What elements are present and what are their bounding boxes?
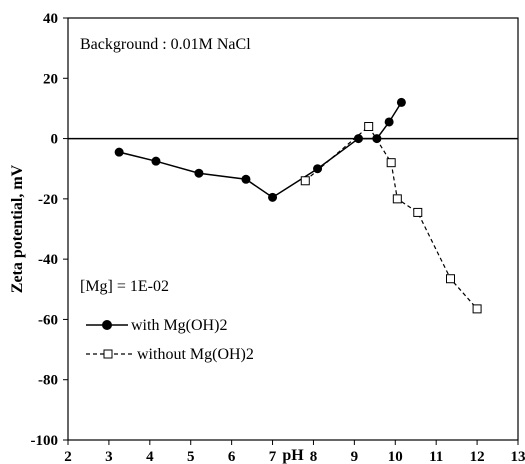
data-point — [268, 192, 278, 202]
y-tick-label: -80 — [38, 373, 58, 389]
series-line-0 — [118, 102, 403, 199]
x-tick-label: 5 — [187, 449, 195, 464]
y-tick-label: -100 — [31, 433, 59, 449]
x-axis-title: pH — [282, 447, 304, 464]
x-tick-label: 2 — [64, 449, 72, 464]
data-point — [194, 168, 204, 178]
legend-label-with: with Mg(OH)2 — [131, 317, 227, 334]
y-axis-title: Zeta potential, mV — [9, 164, 26, 293]
legend-marker-without — [103, 349, 113, 359]
data-point — [472, 304, 482, 314]
x-tick-label: 6 — [228, 449, 236, 464]
plot-frame — [67, 17, 519, 441]
legend: with Mg(OH)2 without Mg(OH)2 — [86, 317, 254, 363]
data-point — [151, 156, 161, 166]
x-tick-label: 8 — [310, 449, 318, 464]
x-tick-label: 9 — [351, 449, 359, 464]
x-tick-label: 11 — [429, 449, 443, 464]
y-tick-label: -60 — [38, 312, 58, 328]
data-point — [114, 147, 124, 157]
data-point — [396, 97, 406, 107]
data-point — [446, 274, 455, 284]
data-point — [413, 207, 423, 217]
x-tick-label: 13 — [511, 449, 525, 464]
x-tick-label: 12 — [470, 449, 485, 464]
y-tick-label: -40 — [38, 252, 58, 268]
y-tick-label: 0 — [51, 132, 59, 148]
legend-label-without: without Mg(OH)2 — [137, 346, 254, 363]
data-point — [372, 134, 382, 144]
data-point — [313, 164, 323, 174]
x-tick-label: 10 — [388, 449, 403, 464]
data-point — [353, 134, 363, 144]
y-tick-label: -20 — [38, 192, 58, 208]
mg-concentration-annotation: [Mg] = 1E-02 — [80, 278, 169, 295]
data-point — [364, 122, 374, 132]
data-point — [300, 176, 310, 186]
x-tick-label: 3 — [105, 449, 113, 464]
legend-marker-with — [102, 320, 112, 330]
y-tick-label: 20 — [43, 71, 58, 87]
background-annotation: Background : 0.01M NaCl — [80, 36, 251, 53]
data-point — [384, 117, 394, 127]
x-tick-label: 7 — [269, 449, 277, 464]
data-point — [386, 158, 396, 168]
data-point — [392, 194, 402, 204]
y-tick-label: 40 — [43, 11, 58, 27]
x-tick-label: 4 — [146, 449, 154, 464]
data-point — [241, 174, 251, 184]
